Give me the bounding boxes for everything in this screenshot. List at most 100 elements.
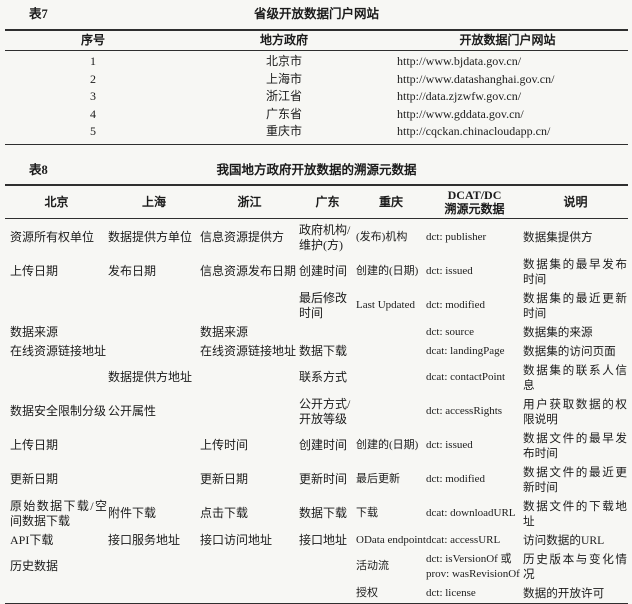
cell: 历史版本与变化情况 bbox=[523, 552, 627, 581]
portal-url: http://cqckan.chinacloudapp.cn/ bbox=[397, 124, 551, 138]
cell: 创建时间 bbox=[299, 264, 348, 278]
metadata-term: dct: issued bbox=[426, 265, 473, 277]
cell: (发布)机构 bbox=[356, 231, 408, 243]
table-row: 数据提供方地址 联系方式 dcat: contactPoint 数据集的联系人信息 bbox=[5, 361, 628, 395]
cell bbox=[108, 584, 200, 604]
cell: 授权 bbox=[356, 586, 378, 599]
cell: 最后修改时间 bbox=[299, 290, 348, 320]
cell bbox=[200, 289, 299, 323]
cell: 在线资源链接地址 bbox=[200, 343, 297, 358]
metadata-term: dcat: landingPage bbox=[426, 344, 505, 357]
column-header: 广东 bbox=[299, 184, 356, 219]
cell: 点击下载 bbox=[200, 506, 249, 520]
scanned-paper-page: 表7 省级开放数据门户网站 序号 地方政府 开放数据门户网站 1 北京市 http://… bbox=[5, 7, 628, 604]
table-row: 最后修改时间 Last Updated dct: modified 数据集的最近更新时… bbox=[5, 289, 628, 323]
metadata-term: dcat: contactPoint bbox=[426, 371, 506, 383]
row-number: 2 bbox=[90, 71, 96, 86]
cell: 数据下载 bbox=[299, 343, 348, 358]
cell: 数据文件的最早发布时间 bbox=[523, 431, 627, 460]
cell bbox=[108, 550, 200, 584]
cell: 历史数据 bbox=[10, 559, 59, 573]
column-header: 说明 bbox=[523, 184, 628, 219]
table8-label: 表8 bbox=[29, 162, 48, 177]
cell: 数据提供方地址 bbox=[108, 370, 193, 384]
metadata-table-header-row: 北京 上海 浙江 广东 重庆 DCAT/DC 溯源元数据 说明 bbox=[5, 184, 628, 219]
table7-title: 省级开放数据门户网站 bbox=[253, 7, 379, 21]
cell: 发布日期 bbox=[108, 264, 157, 278]
cell bbox=[5, 361, 108, 395]
cell bbox=[200, 584, 299, 604]
table-row: 历史数据 活动流 dct: isVersionOf 或 prov: wasRevis… bbox=[5, 550, 628, 584]
column-header: 序号 bbox=[5, 30, 181, 51]
cell bbox=[200, 550, 299, 584]
cell: OData endpoint bbox=[356, 533, 426, 546]
column-header: DCAT/DC 溯源元数据 bbox=[426, 184, 523, 219]
cell: 政府机构/维护(方) bbox=[299, 222, 351, 252]
cell: 上传日期 bbox=[10, 264, 59, 278]
metadata-term: dcat: downloadURL bbox=[426, 507, 516, 519]
portal-table: 序号 地方政府 开放数据门户网站 1 北京市 http://www.bjdata.gov… bbox=[5, 29, 628, 145]
table-row: 2 上海市 http://www.datashanghai.gov.cn/ bbox=[5, 71, 628, 89]
row-number: 1 bbox=[90, 54, 96, 68]
cell bbox=[299, 323, 356, 342]
cell: 原始数据下载/空间数据下载 bbox=[10, 498, 107, 528]
row-number: 4 bbox=[90, 106, 96, 121]
cell: 用户获取数据的权限说明 bbox=[523, 397, 627, 426]
row-number: 5 bbox=[90, 124, 96, 138]
table-row: 数据来源 数据来源 dct: source 数据集的来源 bbox=[5, 323, 628, 342]
metadata-table-body: 资源所有权单位 数据提供方单位 信息资源提供方 政府机构/维护(方) (发布)机构 dct… bbox=[5, 218, 628, 603]
cell: 数据下载 bbox=[299, 506, 348, 520]
cell: 数据文件的最近更新时间 bbox=[523, 465, 627, 494]
cell bbox=[200, 395, 299, 429]
column-header: 北京 bbox=[5, 184, 108, 219]
cell bbox=[108, 342, 200, 361]
cell bbox=[108, 289, 200, 323]
table-row: 上传日期 上传时间 创建时间 创建的(日期) dct: issued 数据文件的最早发布时… bbox=[5, 429, 628, 463]
cell bbox=[299, 550, 356, 584]
cell: 公开方式/开放等级 bbox=[299, 396, 351, 426]
government-name: 北京市 bbox=[265, 54, 302, 68]
government-name: 重庆市 bbox=[265, 124, 302, 138]
cell: 数据来源 bbox=[10, 324, 59, 339]
cell bbox=[299, 584, 356, 604]
cell: 数据集的最近更新时间 bbox=[523, 291, 627, 320]
table-row: 原始数据下载/空间数据下载 附件下载 点击下载 数据下载 下载 dcat: downloa… bbox=[5, 497, 628, 531]
cell: 公开属性 bbox=[108, 404, 157, 418]
table-row: 更新日期 更新日期 更新时间 最后更新 dct: modified 数据文件的最近更新时间 bbox=[5, 463, 628, 497]
cell bbox=[108, 463, 200, 497]
column-header: 地方政府 bbox=[181, 30, 387, 51]
cell: 资源所有权单位 bbox=[10, 230, 95, 244]
table-row: 3 浙江省 http://data.zjzwfw.gov.cn/ bbox=[5, 88, 628, 106]
metadata-term: dct: modified bbox=[426, 473, 485, 485]
metadata-term: dct: source bbox=[426, 325, 474, 338]
cell: 数据提供方单位 bbox=[108, 230, 193, 244]
table-row: 4 广东省 http://www.gddata.gov.cn/ bbox=[5, 106, 628, 124]
table8-title: 我国地方政府开放数据的溯源元数据 bbox=[216, 162, 417, 177]
row-number: 3 bbox=[90, 89, 96, 103]
cell: 数据来源 bbox=[200, 324, 249, 339]
portal-url: http://data.zjzwfw.gov.cn/ bbox=[397, 89, 522, 103]
portal-table-header-row: 序号 地方政府 开放数据门户网站 bbox=[5, 30, 628, 51]
cell: 创建时间 bbox=[299, 438, 348, 452]
table-row: API下载 接口服务地址 接口访问地址 接口地址 OData endpoint dcat:… bbox=[5, 531, 628, 550]
cell bbox=[356, 323, 426, 342]
cell bbox=[356, 395, 426, 429]
portal-url: http://www.datashanghai.gov.cn/ bbox=[397, 71, 555, 86]
cell: 接口访问地址 bbox=[200, 532, 273, 547]
table8-caption: 表8 我国地方政府开放数据的溯源元数据 bbox=[5, 162, 628, 178]
table-row: 1 北京市 http://www.bjdata.gov.cn/ bbox=[5, 51, 628, 71]
cell: 数据集的最早发布时间 bbox=[523, 257, 627, 286]
portal-url: http://www.bjdata.gov.cn/ bbox=[397, 54, 522, 68]
cell: 数据集提供方 bbox=[523, 231, 593, 244]
cell: 上传日期 bbox=[10, 438, 59, 452]
government-name: 浙江省 bbox=[265, 89, 302, 103]
cell: 接口地址 bbox=[299, 532, 348, 547]
cell bbox=[108, 323, 200, 342]
metadata-term: dct: isVersionOf 或 prov: wasRevisionOf bbox=[426, 552, 520, 580]
metadata-term: dct: license bbox=[426, 586, 476, 599]
cell: 接口服务地址 bbox=[108, 532, 181, 547]
cell: 附件下载 bbox=[108, 506, 157, 520]
cell: 数据集的联系人信息 bbox=[523, 363, 627, 392]
column-header: 上海 bbox=[108, 184, 200, 219]
cell bbox=[200, 361, 299, 395]
